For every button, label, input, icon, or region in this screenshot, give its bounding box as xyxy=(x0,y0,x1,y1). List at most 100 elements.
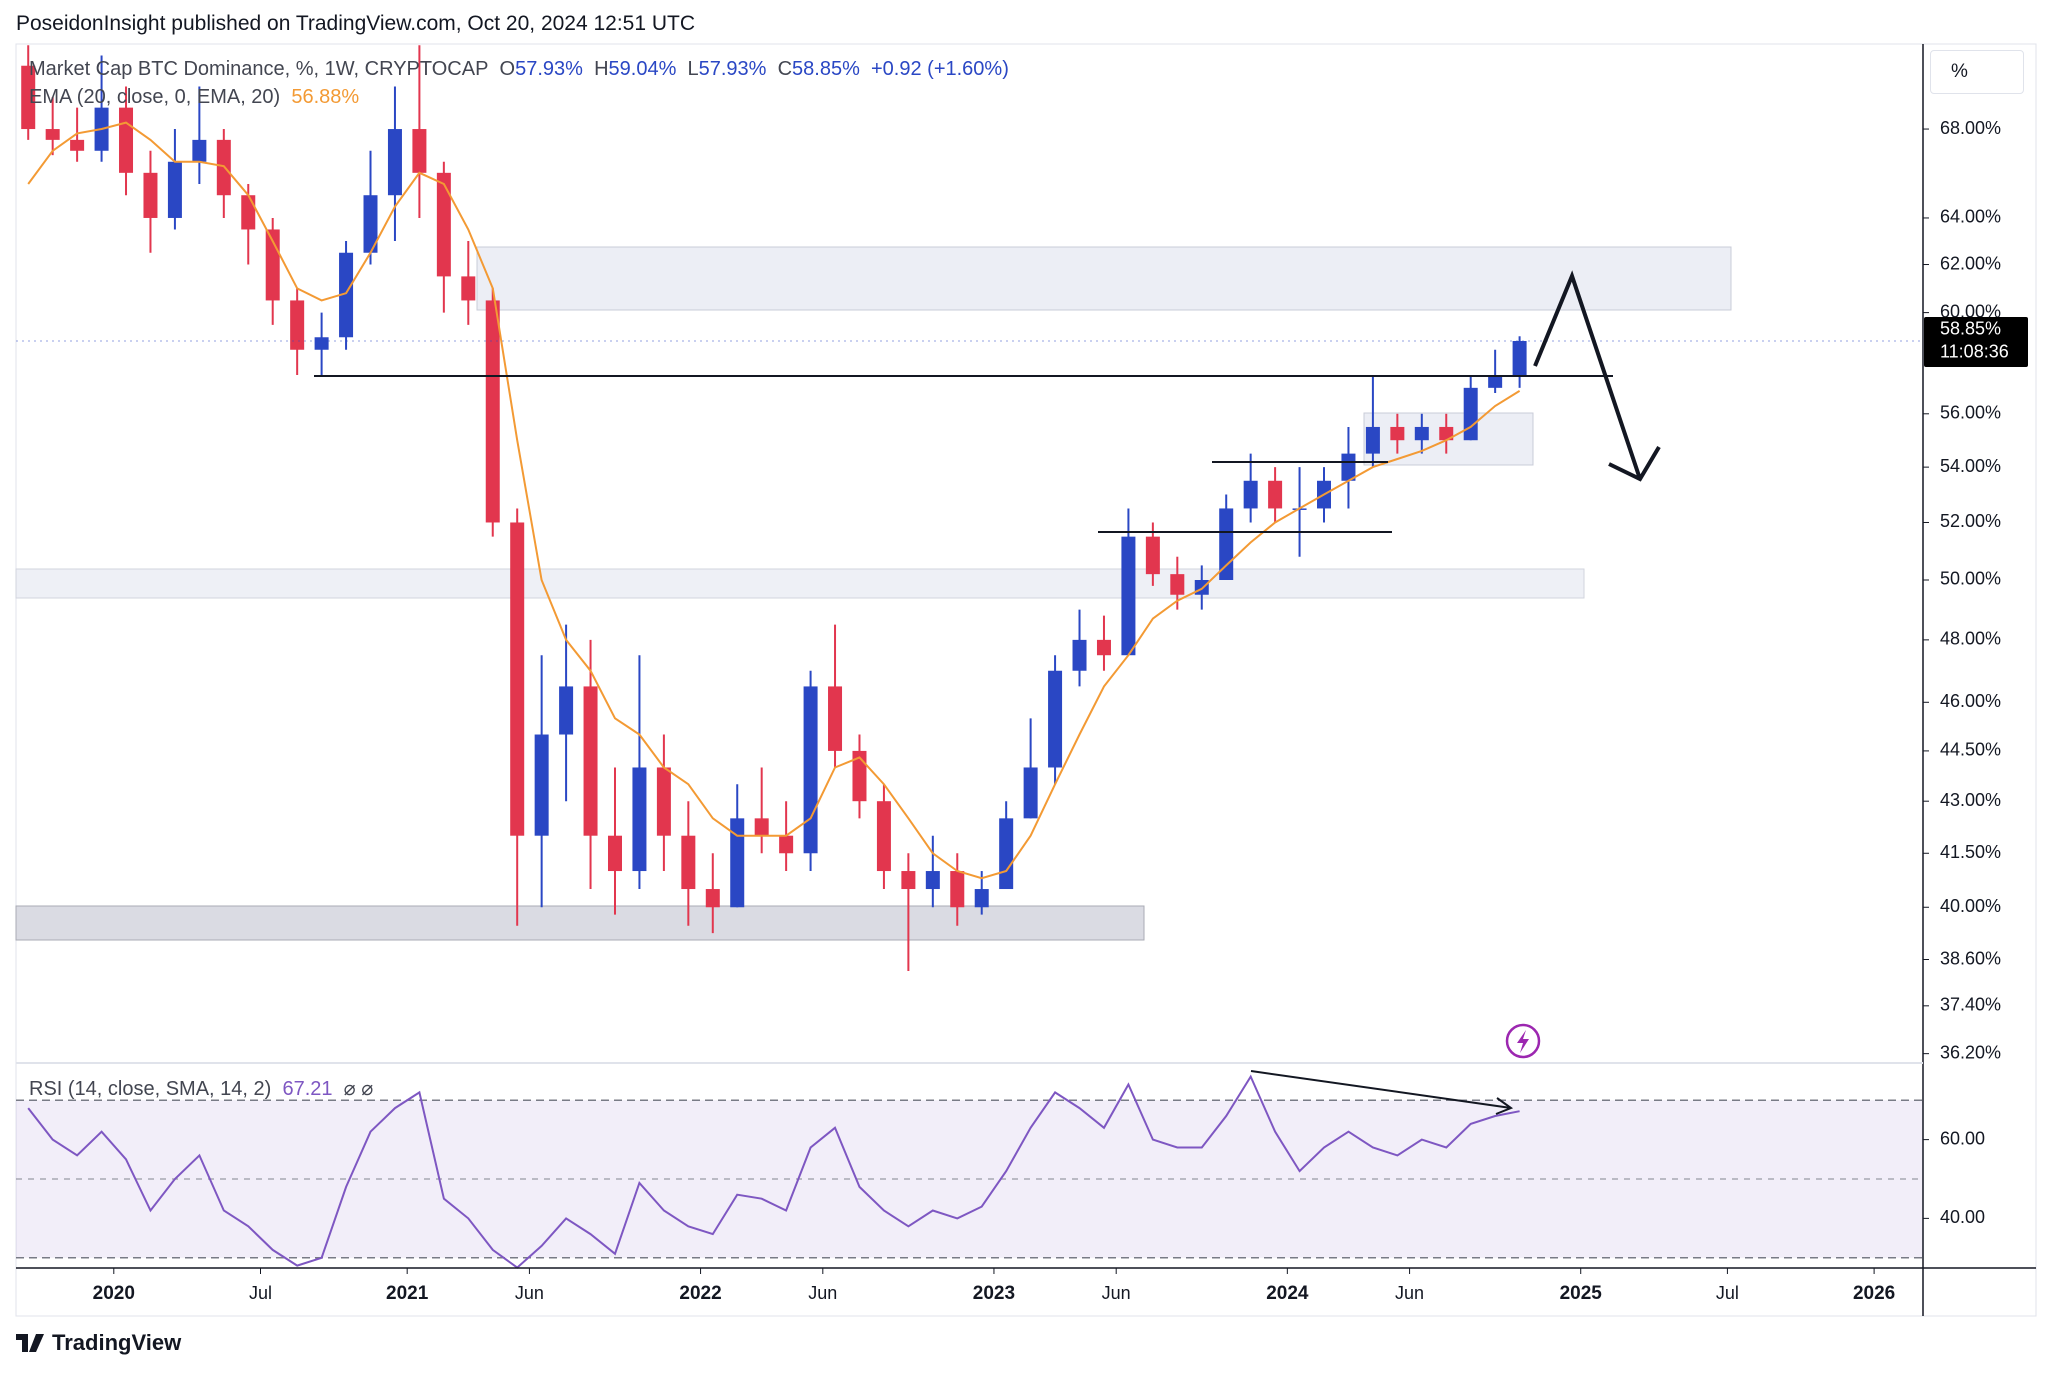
candle-body xyxy=(192,139,207,162)
candle-body xyxy=(1414,426,1429,441)
zone xyxy=(15,568,1585,599)
candle-body xyxy=(632,767,647,872)
ema-legend: EMA (20, close, 0, EMA, 20) 56.88% xyxy=(29,86,359,109)
x-tick-label: 2023 xyxy=(973,1283,1015,1304)
candle-body xyxy=(876,801,891,872)
candle-body xyxy=(1365,426,1380,454)
y-tick-label: 50.00% xyxy=(1940,569,2001,589)
zone xyxy=(476,246,1732,311)
ohlc-value: 57.93% xyxy=(515,58,583,80)
y-tick-label: 56.00% xyxy=(1940,403,2001,423)
candle-body xyxy=(485,300,500,523)
y-tick-label: 44.50% xyxy=(1940,740,2001,760)
candle-body xyxy=(754,818,769,836)
y-tick-label: 52.00% xyxy=(1940,511,2001,531)
y-tick-label: 54.00% xyxy=(1940,456,2001,476)
x-tick-label: Jul xyxy=(1716,1283,1739,1303)
brand-logo xyxy=(16,1334,44,1352)
candle-body xyxy=(70,139,85,151)
projection-arrow xyxy=(1533,270,1642,480)
x-tick-label: 2024 xyxy=(1266,1283,1309,1304)
countdown: 11:08:36 xyxy=(1940,342,2009,362)
y-tick-label: 60.00 xyxy=(1940,1128,1985,1148)
candle-body xyxy=(241,195,256,230)
rsi-title: RSI (14, close, SMA, 14, 2) xyxy=(29,1078,272,1100)
candle-body xyxy=(999,818,1014,890)
change: +0.92 (+1.60%) xyxy=(871,58,1009,80)
x-tick-label: Jun xyxy=(1102,1283,1131,1303)
y-tick-label: 43.00% xyxy=(1940,790,2001,810)
candle-body xyxy=(779,835,794,854)
candle-body xyxy=(656,767,671,836)
candle-body xyxy=(681,835,696,890)
candle-body xyxy=(950,871,965,908)
candle-body xyxy=(461,276,476,301)
candle-body xyxy=(510,522,525,836)
marks: 68.00% 64.00% 62.00% 60.00% 56.00% 54.00% 52.0… xyxy=(16,45,2028,1304)
candle-body xyxy=(925,871,940,890)
last-price-tag xyxy=(1924,316,2028,367)
rsi-value: 67.21 xyxy=(282,1078,333,1100)
candle-body xyxy=(974,889,989,908)
candle-body xyxy=(339,252,354,338)
x-tick-label: 2020 xyxy=(93,1283,135,1304)
candle-body xyxy=(314,337,329,350)
candle-body xyxy=(1243,480,1258,509)
candle-body xyxy=(559,686,574,735)
candle-body xyxy=(167,161,182,218)
candle-body xyxy=(1023,767,1038,819)
zone xyxy=(15,905,1145,941)
symbol-title: Market Cap BTC Dominance, %, 1W, CRYPTOC… xyxy=(29,58,489,80)
rsi-symbols: ⌀ ⌀ xyxy=(343,1078,374,1100)
y-tick-label: 36.20% xyxy=(1940,1042,2001,1062)
frame xyxy=(15,43,2037,1317)
arrow-head xyxy=(1495,1097,1514,1115)
drawings-back xyxy=(15,246,1732,941)
ohlc-value: 59.04% xyxy=(608,58,677,80)
footer: TradingView xyxy=(16,1330,181,1356)
candle-body xyxy=(363,195,378,253)
x-tick-label: Jun xyxy=(808,1283,837,1303)
ohlc-value: 58.85% xyxy=(792,58,860,80)
candle-body xyxy=(534,734,549,836)
ohlc-value: 57.93% xyxy=(698,58,767,80)
candle-body xyxy=(1268,480,1283,509)
y-tick-label: 64.00% xyxy=(1940,207,2001,227)
brand: TradingView xyxy=(52,1330,182,1355)
candle-body xyxy=(1170,574,1185,595)
candle-body xyxy=(436,172,451,277)
candle-body xyxy=(1439,426,1454,441)
candle-body xyxy=(1145,536,1160,575)
lightning-icon[interactable] xyxy=(1505,1023,1541,1059)
x-tick-label: Jun xyxy=(1395,1283,1424,1303)
scale-unit-button[interactable]: % xyxy=(1930,50,2024,94)
y-tick-label: 62.00% xyxy=(1940,253,2001,273)
candle-body xyxy=(730,818,745,908)
y-tick-label: 68.00% xyxy=(1940,118,2001,138)
candle-body xyxy=(1194,579,1209,595)
last-price-label: 58.85% xyxy=(1940,319,2001,339)
lightning-bolt xyxy=(1517,1030,1529,1053)
candle-body xyxy=(119,107,134,173)
candle-body xyxy=(1390,426,1405,441)
x-tick-label: Jun xyxy=(515,1283,544,1303)
candle-body xyxy=(1048,670,1063,768)
x-tick-label: Jul xyxy=(249,1283,272,1303)
x-tick-label: 2026 xyxy=(1853,1283,1895,1304)
candle-body xyxy=(1072,639,1087,671)
candle-body xyxy=(607,835,622,872)
y-tick-label: 38.60% xyxy=(1940,948,2001,968)
ohlc-key: H xyxy=(594,58,609,80)
y-tick-label: 37.40% xyxy=(1940,995,2001,1015)
ohlc-key: C xyxy=(777,58,793,80)
candle-body xyxy=(828,686,843,751)
candle-body xyxy=(583,686,598,836)
candle-body xyxy=(45,129,60,140)
candle-body xyxy=(1512,340,1527,376)
divergence-arrow xyxy=(1250,1070,1512,1109)
candle-body xyxy=(705,889,720,908)
x-tick-label: 2022 xyxy=(679,1283,721,1304)
x-tick-label: 2025 xyxy=(1560,1283,1603,1304)
ema-value: 56.88% xyxy=(291,86,360,108)
